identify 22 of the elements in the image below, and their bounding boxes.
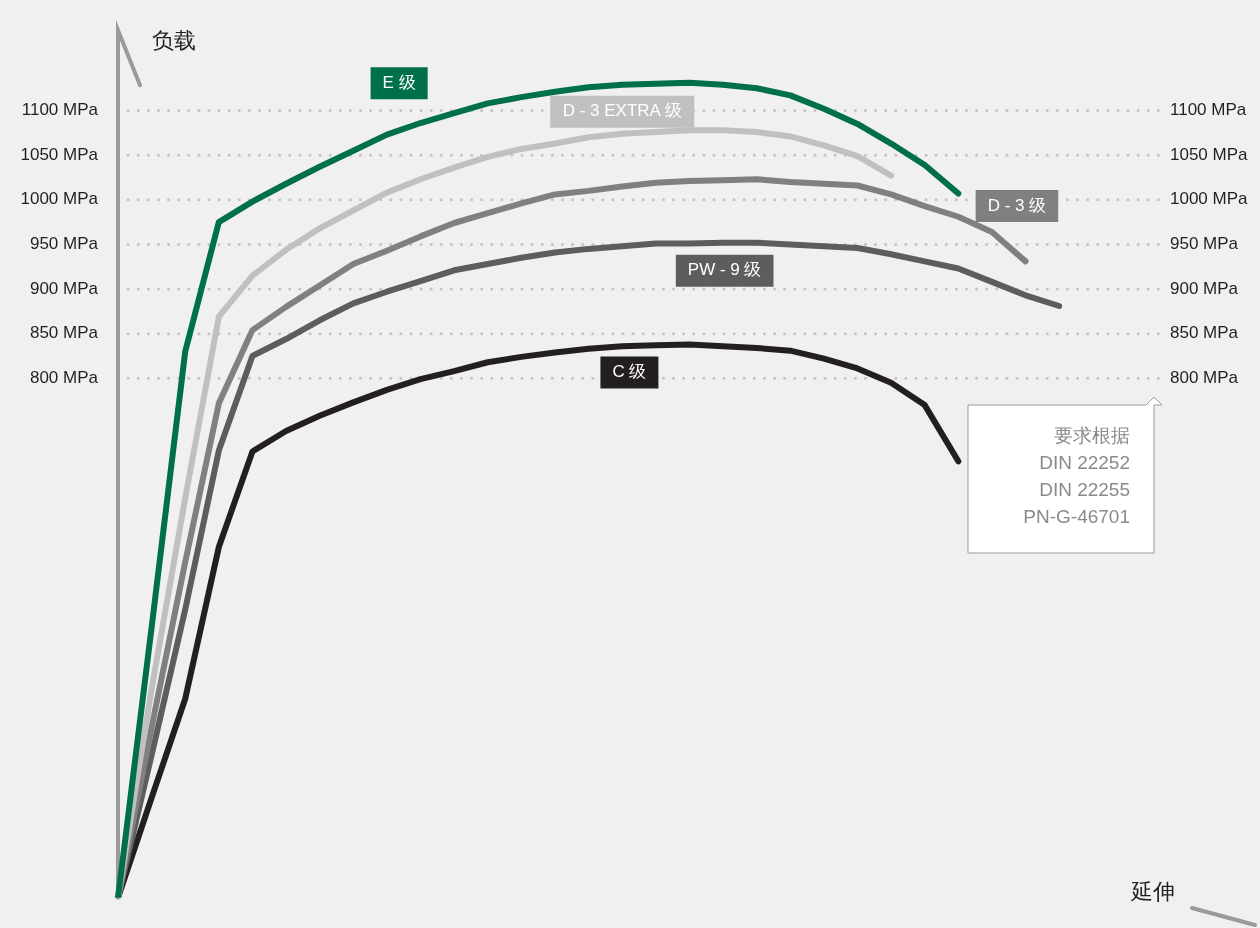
series-label: PW - 9 级 [687, 260, 762, 280]
y-tick-label: 1000 MPa [20, 189, 99, 209]
y-tick-label: 850 MPa [29, 323, 99, 343]
y2-tick-label: 800 MPa [1170, 368, 1239, 387]
series-label: C 级 [612, 362, 647, 382]
series-label: E 级 [382, 72, 416, 92]
y2-tick-label: 1100 MPa [1170, 100, 1247, 120]
y2-tick-label: 950 MPa [1170, 234, 1239, 254]
y2-tick-label: 1000 MPa [1170, 189, 1249, 209]
y-tick-label: 1050 MPa [20, 144, 99, 164]
annotation: 要求根据 DIN 22252 DIN 22255 PN-G-46701 [1023, 425, 1130, 528]
y-axis-title: 负载 [152, 28, 196, 54]
y-tick-label: 800 MPa [29, 368, 99, 387]
x-axis-title: 延伸 [1130, 879, 1175, 905]
y2-tick-label: 900 MPa [1170, 278, 1239, 298]
y-tick-label: 950 MPa [29, 234, 99, 254]
y2-tick-label: 850 MPa [1170, 323, 1239, 343]
y2-tick-label: 1050 MPa [1170, 144, 1249, 164]
series-label: D - 3 级 [987, 195, 1047, 215]
y-tick-label: 900 MPa [29, 278, 99, 298]
series-label: D - 3 EXTRA 级 [562, 101, 682, 121]
y-tick-label: 1100 MPa [21, 100, 99, 120]
